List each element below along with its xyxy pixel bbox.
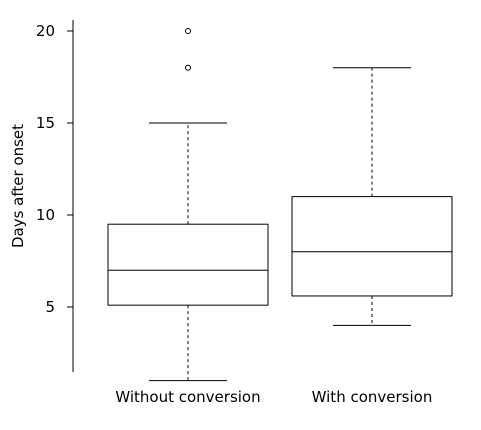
box-group bbox=[291, 67, 453, 326]
outlier-point bbox=[185, 28, 191, 34]
axes: 5 10 15 20 Without conversion With conversio… bbox=[36, 20, 432, 406]
y-tick-label: 5 bbox=[45, 298, 55, 316]
x-category-label: Without conversion bbox=[115, 388, 260, 406]
y-tick-label: 20 bbox=[36, 22, 55, 40]
outlier-point bbox=[185, 64, 191, 71]
y-axis-label: Days after onset bbox=[9, 124, 27, 248]
iqr-box bbox=[291, 196, 453, 297]
y-tick-label: 15 bbox=[36, 114, 55, 132]
x-category-label: With conversion bbox=[312, 388, 433, 406]
iqr-box bbox=[107, 223, 269, 306]
x-ticks: Without conversion With conversion bbox=[115, 388, 432, 406]
y-tick-label: 10 bbox=[36, 206, 55, 224]
y-ticks: 5 10 15 20 bbox=[36, 22, 73, 316]
box-group bbox=[107, 28, 269, 382]
boxes bbox=[107, 28, 453, 382]
